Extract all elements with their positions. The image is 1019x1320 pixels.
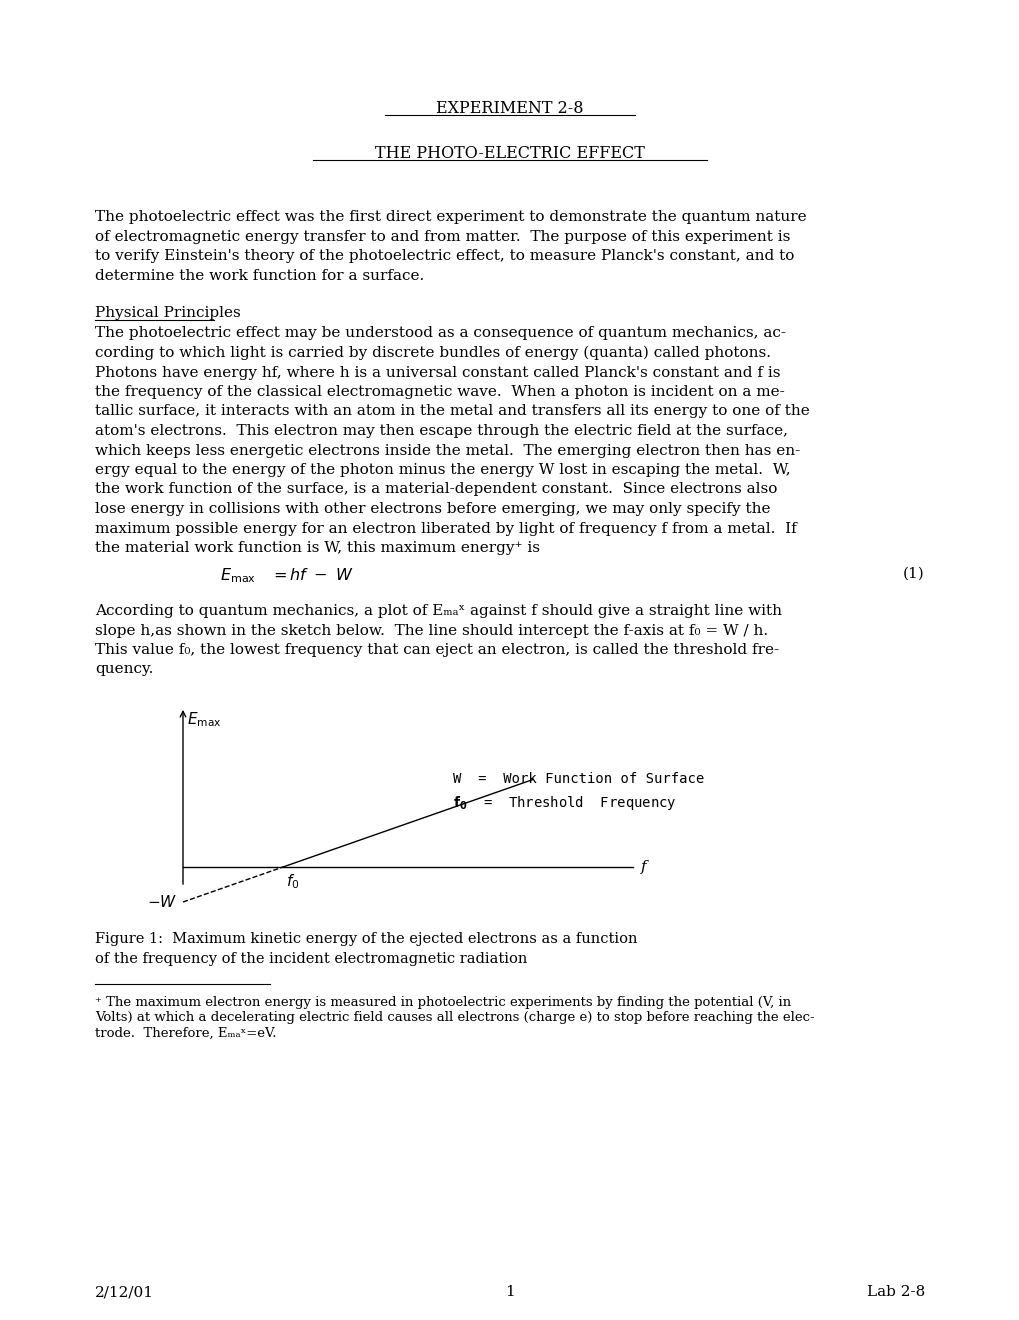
Text: The photoelectric effect may be understood as a consequence of quantum mechanics: The photoelectric effect may be understo… xyxy=(95,326,786,341)
Text: of electromagnetic energy transfer to and from matter.  The purpose of this expe: of electromagnetic energy transfer to an… xyxy=(95,230,790,243)
Text: Lab 2-8: Lab 2-8 xyxy=(866,1284,924,1299)
Text: $E_{\rm max}$: $E_{\rm max}$ xyxy=(186,710,221,729)
Text: which keeps less energetic electrons inside the metal.  The emerging electron th: which keeps less energetic electrons ins… xyxy=(95,444,800,458)
Text: $\mathbf{f_0}$  =  Threshold  Frequency: $\mathbf{f_0}$ = Threshold Frequency xyxy=(452,795,676,812)
Text: $E_{\rm max}$: $E_{\rm max}$ xyxy=(220,566,256,585)
Text: $-W$: $-W$ xyxy=(147,894,177,909)
Text: EXPERIMENT 2-8: EXPERIMENT 2-8 xyxy=(436,100,583,117)
Text: (1): (1) xyxy=(903,566,924,581)
Text: THE PHOTO-ELECTRIC EFFECT: THE PHOTO-ELECTRIC EFFECT xyxy=(375,145,644,162)
Text: atom's electrons.  This electron may then escape through the electric field at t: atom's electrons. This electron may then… xyxy=(95,424,788,438)
Text: quency.: quency. xyxy=(95,663,153,676)
Text: The photoelectric effect was the first direct experiment to demonstrate the quan: The photoelectric effect was the first d… xyxy=(95,210,806,224)
Text: $f_0$: $f_0$ xyxy=(285,873,300,891)
Text: f: f xyxy=(640,861,646,874)
Text: 2/12/01: 2/12/01 xyxy=(95,1284,154,1299)
Text: trode.  Therefore, Eₘₐˣ=eV.: trode. Therefore, Eₘₐˣ=eV. xyxy=(95,1027,276,1040)
Text: slope h,as shown in the sketch below.  The line should intercept the f-axis at f: slope h,as shown in the sketch below. Th… xyxy=(95,623,767,638)
Text: cording to which light is carried by discrete bundles of energy (quanta) called : cording to which light is carried by dis… xyxy=(95,346,770,360)
Text: This value f₀, the lowest frequency that can eject an electron, is called the th: This value f₀, the lowest frequency that… xyxy=(95,643,779,657)
Text: the work function of the surface, is a material-dependent constant.  Since elect: the work function of the surface, is a m… xyxy=(95,483,776,496)
Text: Volts) at which a decelerating electric field causes all electrons (charge e) to: Volts) at which a decelerating electric … xyxy=(95,1011,814,1024)
Text: maximum possible energy for an electron liberated by light of frequency f from a: maximum possible energy for an electron … xyxy=(95,521,796,536)
Text: the material work function is W, this maximum energy⁺ is: the material work function is W, this ma… xyxy=(95,541,539,554)
Text: Physical Principles: Physical Principles xyxy=(95,306,240,319)
Text: to verify Einstein's theory of the photoelectric effect, to measure Planck's con: to verify Einstein's theory of the photo… xyxy=(95,249,794,263)
Text: ergy equal to the energy of the photon minus the energy W lost in escaping the m: ergy equal to the energy of the photon m… xyxy=(95,463,790,477)
Text: ⁺ The maximum electron energy is measured in photoelectric experiments by findin: ⁺ The maximum electron energy is measure… xyxy=(95,997,791,1008)
Text: $= hf\ -\ W$: $= hf\ -\ W$ xyxy=(270,566,354,583)
Text: lose energy in collisions with other electrons before emerging, we may only spec: lose energy in collisions with other ele… xyxy=(95,502,769,516)
Text: 1: 1 xyxy=(504,1284,515,1299)
Text: Figure 1:  Maximum kinetic energy of the ejected electrons as a function
of the : Figure 1: Maximum kinetic energy of the … xyxy=(95,932,637,966)
Text: the frequency of the classical electromagnetic wave.  When a photon is incident : the frequency of the classical electroma… xyxy=(95,385,784,399)
Text: determine the work function for a surface.: determine the work function for a surfac… xyxy=(95,268,424,282)
Text: W  =  Work Function of Surface: W = Work Function of Surface xyxy=(452,772,703,785)
Text: According to quantum mechanics, a plot of Eₘₐˣ against f should give a straight : According to quantum mechanics, a plot o… xyxy=(95,605,782,618)
Text: tallic surface, it interacts with an atom in the metal and transfers all its ene: tallic surface, it interacts with an ato… xyxy=(95,404,809,418)
Text: Photons have energy hf, where h is a universal constant called Planck's constant: Photons have energy hf, where h is a uni… xyxy=(95,366,780,380)
